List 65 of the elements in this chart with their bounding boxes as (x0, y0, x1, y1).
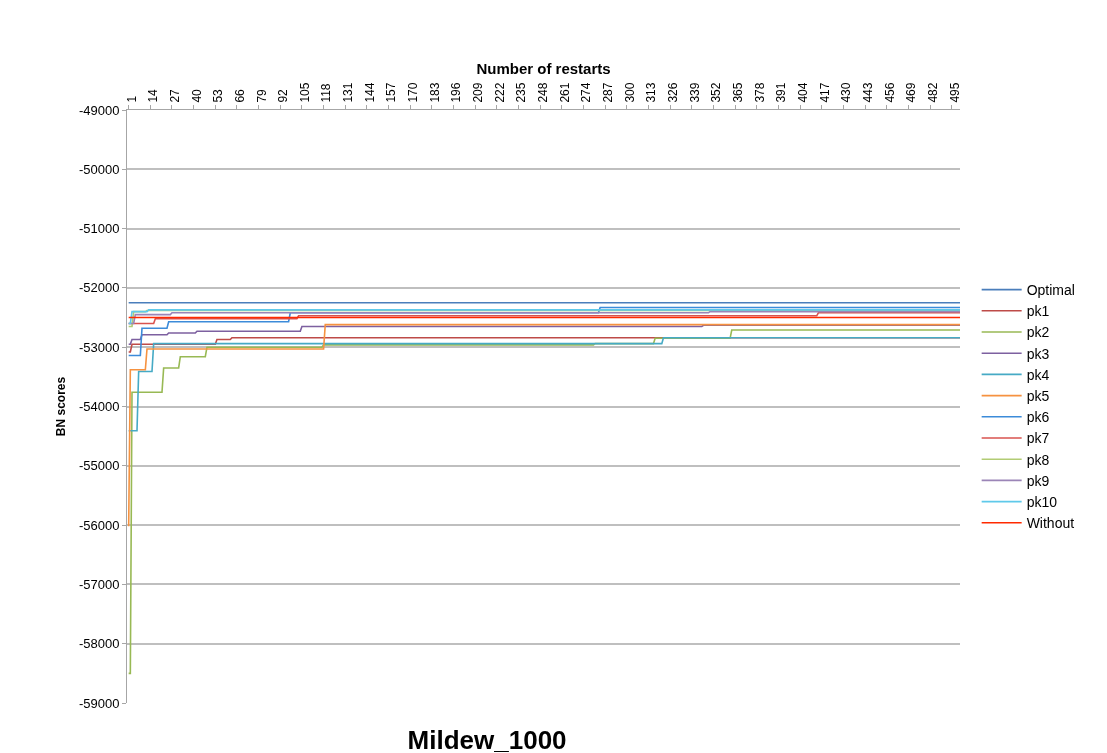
x-tick-label: 118 (319, 83, 334, 103)
x-tick-label: 209 (471, 82, 486, 103)
y-tick-label: -54000 (78, 399, 120, 415)
x-tick-label: 92 (276, 88, 291, 103)
x-tick-label: 105 (297, 82, 312, 103)
x-tick-label: 222 (492, 82, 507, 103)
legend-label: pk3 (1026, 345, 1050, 362)
y-axis-title: BN scores (54, 376, 69, 437)
x-tick-label: 40 (189, 88, 204, 103)
legend-label: pk6 (1026, 409, 1050, 426)
legend-label: pk8 (1026, 451, 1050, 468)
legend-label: Without (1026, 515, 1075, 532)
x-axis-title: Number of restarts (476, 59, 611, 77)
x-tick-label: 1 (124, 95, 139, 103)
x-tick-label: 248 (536, 82, 551, 103)
legend-label: pk2 (1026, 324, 1050, 341)
text: Mildew_1000 (407, 725, 567, 753)
y-tick-label: -49000 (78, 102, 120, 118)
x-tick-label: 287 (601, 82, 616, 103)
x-tick-label: 365 (730, 82, 745, 103)
x-tick-label: 378 (752, 82, 767, 103)
x-tick-label: 482 (925, 82, 940, 103)
y-tick-label: -57000 (78, 576, 120, 592)
x-tick-label: 66 (232, 88, 247, 103)
y-tick-label: -51000 (78, 221, 120, 237)
x-tick-label: 469 (904, 82, 919, 103)
x-tick-label: 27 (167, 88, 182, 103)
x-tick-label: 274 (579, 82, 594, 103)
x-tick-label: 391 (774, 82, 789, 103)
x-tick-label: 443 (860, 82, 875, 103)
x-tick-label: 261 (557, 82, 572, 103)
y-tick-label: -52000 (78, 280, 120, 296)
x-tick-label: 157 (384, 82, 399, 103)
x-tick-label: 404 (795, 82, 810, 103)
x-tick-label: 352 (709, 82, 724, 103)
legend-label: pk7 (1026, 430, 1050, 447)
y-tick-label: -55000 (78, 458, 120, 474)
y-tick-label: -50000 (78, 161, 120, 177)
legend-label: pk9 (1026, 472, 1050, 489)
x-tick-label: 339 (687, 82, 702, 103)
legend-label: pk4 (1026, 366, 1050, 383)
x-tick-label: 430 (839, 82, 854, 103)
x-tick-label: 313 (644, 82, 659, 103)
legend-label: pk1 (1026, 303, 1050, 320)
x-tick-label: 53 (211, 88, 226, 103)
y-tick-label: -59000 (78, 695, 120, 711)
x-tick-label: 196 (449, 82, 464, 103)
x-tick-label: 417 (817, 82, 832, 103)
x-tick-label: 14 (146, 88, 161, 103)
x-tick-label: 170 (406, 82, 421, 103)
y-tick-label: -56000 (78, 517, 120, 533)
x-tick-label: 131 (341, 82, 356, 103)
legend-label: Optimal (1026, 282, 1075, 299)
x-tick-label: 300 (622, 82, 637, 103)
x-tick-label: 326 (666, 82, 681, 103)
x-tick-label: 144 (362, 82, 377, 103)
x-tick-label: 183 (427, 82, 442, 103)
legend-label: pk10 (1026, 494, 1058, 511)
x-tick-label: 495 (947, 82, 962, 103)
x-tick-label: 79 (254, 88, 269, 103)
y-tick-label: -58000 (78, 636, 120, 652)
legend-label: pk5 (1026, 388, 1050, 405)
x-tick-label: 235 (514, 82, 529, 103)
y-tick-label: -53000 (78, 339, 120, 355)
x-tick-label: 456 (882, 82, 897, 103)
